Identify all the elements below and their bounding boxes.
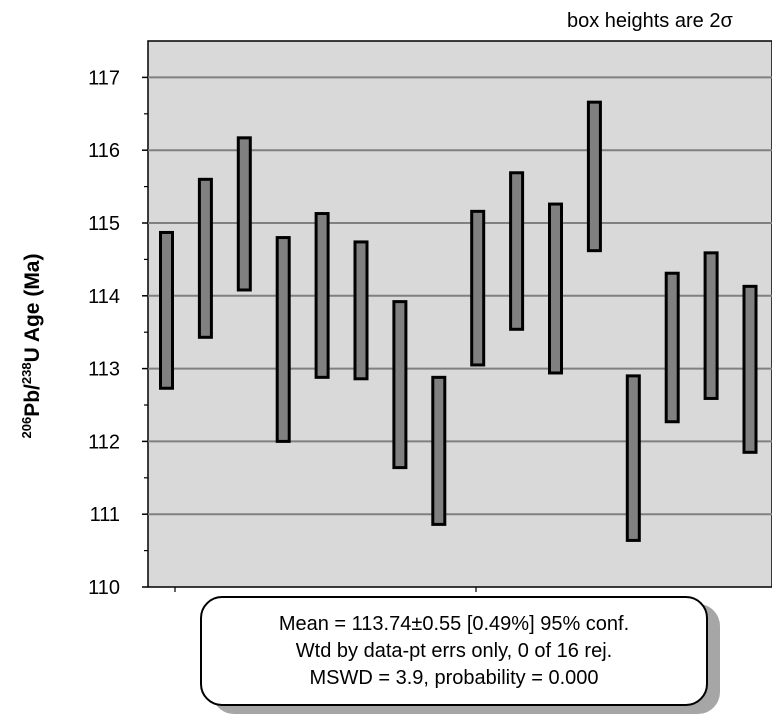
stats-line-mean: Mean = 113.74±0.55 [0.49%] 95% conf. — [278, 612, 630, 635]
error-box — [392, 300, 408, 470]
y-tick-label: 114 — [88, 286, 120, 308]
error-box — [625, 374, 641, 542]
y-axis-label: 206Pb/238U Age (Ma) — [19, 253, 44, 438]
stats-line-mswd: MSWD = 3.9, probability = 0.000 — [309, 666, 599, 689]
error-box — [509, 171, 525, 331]
error-box — [159, 230, 174, 390]
error-box — [664, 271, 680, 424]
stats-box: Mean = 113.74±0.55 [0.49%] 95% conf. Wtd… — [200, 596, 708, 706]
y-tick-label: 115 — [88, 213, 120, 235]
error-box — [314, 212, 330, 379]
y-tick-label: 112 — [88, 431, 120, 453]
error-box — [586, 100, 602, 253]
error-box — [431, 375, 447, 526]
error-box — [742, 284, 758, 454]
stats-line-weighting: Wtd by data-pt errs only, 0 of 16 rej. — [295, 639, 613, 662]
y-tick-label: 110 — [88, 577, 120, 599]
error-box — [353, 240, 369, 381]
error-box — [703, 251, 719, 400]
y-tick-label: 113 — [88, 359, 120, 381]
error-box — [548, 202, 563, 375]
error-box — [236, 136, 252, 292]
y-tick-label: 116 — [88, 140, 120, 162]
y-tick-label: 117 — [88, 67, 120, 89]
error-box — [197, 177, 213, 339]
error-box — [275, 236, 291, 443]
error-box — [470, 209, 486, 367]
box-height-note: box heights are 2σ — [567, 10, 733, 32]
y-tick-label: 111 — [90, 504, 120, 526]
